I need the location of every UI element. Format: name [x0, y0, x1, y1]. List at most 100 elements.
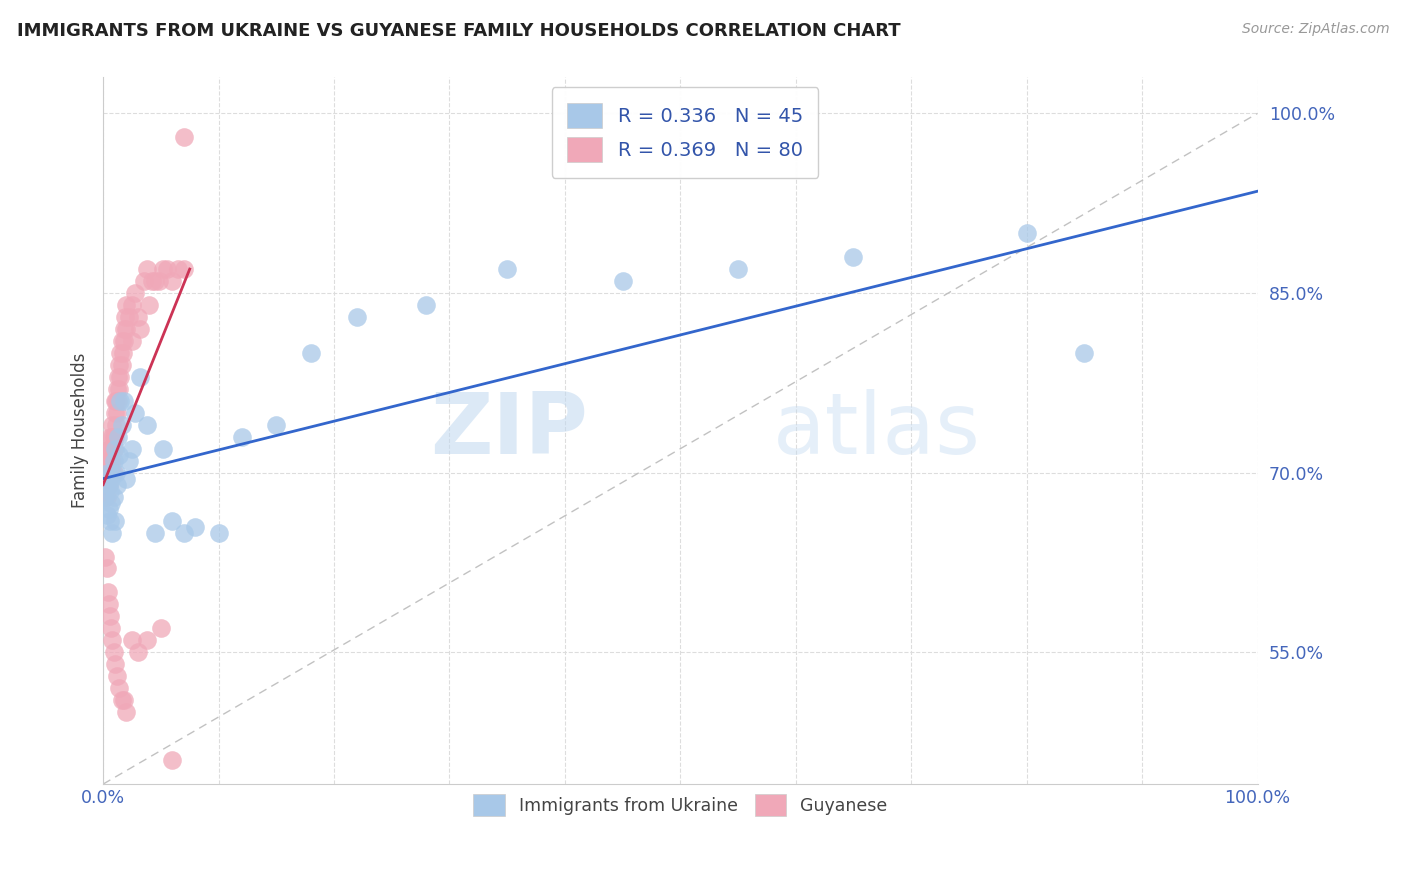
Point — [207, 525, 229, 540]
Point — [104, 514, 127, 528]
Point — [100, 472, 122, 486]
Point — [129, 369, 152, 384]
Legend: Immigrants from Ukraine, Guyanese: Immigrants from Ukraine, Guyanese — [465, 785, 896, 825]
Point — [121, 334, 143, 348]
Point — [104, 406, 127, 420]
Point — [97, 477, 120, 491]
Point — [266, 417, 288, 432]
Point — [346, 310, 368, 324]
Point — [148, 274, 170, 288]
Point — [184, 519, 207, 533]
Point — [110, 417, 132, 432]
Point — [173, 525, 195, 540]
Point — [173, 130, 195, 145]
Point — [101, 466, 124, 480]
Point — [94, 549, 117, 564]
Y-axis label: Family Households: Family Households — [72, 353, 89, 508]
Point — [98, 514, 121, 528]
Point — [110, 369, 132, 384]
Point — [127, 310, 149, 324]
Point — [121, 442, 143, 456]
Point — [108, 681, 131, 696]
Point — [105, 669, 128, 683]
Point — [141, 274, 163, 288]
Point — [612, 274, 634, 288]
Point — [114, 310, 136, 324]
Point — [110, 693, 132, 707]
Text: atlas: atlas — [773, 389, 980, 472]
Point — [97, 466, 120, 480]
Point — [94, 490, 117, 504]
Point — [143, 525, 166, 540]
Point — [1015, 226, 1038, 240]
Point — [97, 453, 120, 467]
Point — [104, 417, 127, 432]
Point — [1073, 346, 1095, 360]
Point — [117, 310, 139, 324]
Point — [124, 406, 146, 420]
Point — [162, 753, 184, 767]
Point — [115, 705, 138, 719]
Point — [149, 621, 172, 635]
Point — [104, 430, 127, 444]
Point — [98, 430, 121, 444]
Point — [105, 382, 128, 396]
Point — [136, 633, 159, 648]
Point — [97, 598, 120, 612]
Point — [112, 393, 135, 408]
Point — [112, 334, 135, 348]
Point — [97, 477, 120, 491]
Point — [103, 466, 125, 480]
Point — [117, 453, 139, 467]
Point — [103, 645, 125, 659]
Point — [110, 346, 132, 360]
Point — [105, 477, 128, 491]
Point — [97, 501, 120, 516]
Point — [104, 466, 127, 480]
Point — [299, 346, 322, 360]
Point — [842, 250, 865, 264]
Point — [115, 322, 138, 336]
Point — [129, 322, 152, 336]
Point — [108, 358, 131, 372]
Point — [231, 430, 253, 444]
Point — [96, 466, 118, 480]
Point — [173, 262, 195, 277]
Point — [103, 442, 125, 456]
Point — [104, 442, 127, 456]
Point — [101, 453, 124, 467]
Point — [496, 262, 519, 277]
Point — [97, 472, 120, 486]
Point — [94, 466, 117, 480]
Point — [97, 585, 120, 599]
Point — [121, 298, 143, 312]
Point — [101, 430, 124, 444]
Point — [108, 382, 131, 396]
Point — [104, 393, 127, 408]
Point — [107, 430, 129, 444]
Point — [98, 466, 121, 480]
Point — [112, 693, 135, 707]
Point — [93, 490, 115, 504]
Point — [96, 490, 118, 504]
Point — [98, 442, 121, 456]
Point — [94, 477, 117, 491]
Point — [121, 633, 143, 648]
Point — [167, 262, 190, 277]
Point — [108, 448, 131, 462]
Point — [101, 633, 124, 648]
Point — [100, 495, 122, 509]
Point — [156, 262, 179, 277]
Point — [152, 262, 174, 277]
Point — [105, 406, 128, 420]
Text: Source: ZipAtlas.com: Source: ZipAtlas.com — [1241, 22, 1389, 37]
Point — [110, 358, 132, 372]
Text: IMMIGRANTS FROM UKRAINE VS GUYANESE FAMILY HOUSEHOLDS CORRELATION CHART: IMMIGRANTS FROM UKRAINE VS GUYANESE FAMI… — [17, 22, 900, 40]
Point — [115, 298, 138, 312]
Point — [415, 298, 437, 312]
Point — [103, 453, 125, 467]
Point — [143, 274, 166, 288]
Point — [98, 609, 121, 624]
Point — [136, 417, 159, 432]
Point — [107, 393, 129, 408]
